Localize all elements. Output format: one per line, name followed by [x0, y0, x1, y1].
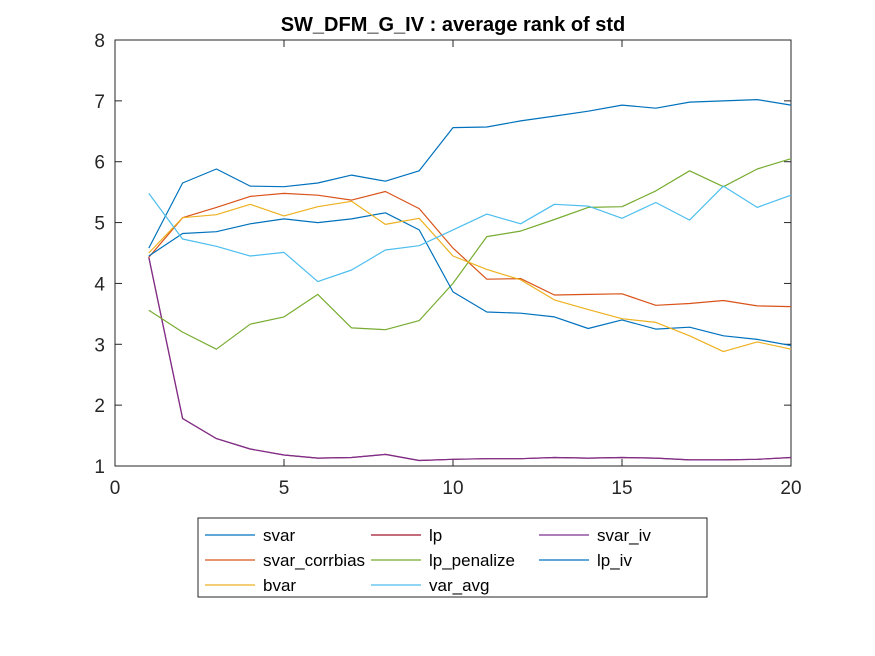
y-tick-label: 5: [94, 214, 105, 235]
chart-title: SW_DFM_G_IV : average rank of std: [281, 14, 626, 36]
series-line-svar-iv: [148, 257, 792, 462]
series-line-var-avg: [148, 185, 792, 283]
series-line-svar: [148, 98, 792, 249]
legend-label: svar: [263, 526, 295, 545]
legend-label: svar_iv: [597, 526, 651, 545]
y-tick-label: 8: [94, 31, 105, 52]
y-tick-label: 4: [94, 274, 105, 295]
y-tick-label: 7: [94, 92, 105, 113]
legend-label: svar_corrbias: [263, 551, 365, 570]
x-tick-label: 0: [110, 478, 121, 499]
axis-ticks: 0 5 10 15 20 1 2 3 4 5 6 7 8: [94, 31, 801, 499]
y-tick-label: 6: [94, 153, 105, 174]
x-tick-label: 20: [780, 478, 801, 499]
y-tick-label: 1: [94, 457, 105, 478]
legend-label: bvar: [263, 576, 296, 595]
legend-label: lp_penalize: [429, 551, 515, 570]
x-tick-label: 5: [279, 478, 290, 499]
series-lines: [148, 98, 792, 462]
legend-label: var_avg: [429, 576, 489, 595]
legend-box: [197, 517, 708, 598]
series-line-svar-corrbias: [148, 190, 792, 308]
series-line-bvar: [148, 200, 792, 353]
plot-area: 0 5 10 15 20 1 2 3 4 5 6 7 8: [94, 31, 801, 499]
y-tick-label: 3: [94, 335, 105, 356]
legend-label: lp: [429, 526, 442, 545]
x-tick-label: 15: [611, 478, 632, 499]
y-tick-label: 2: [94, 396, 105, 417]
axes-box: [114, 39, 792, 467]
series-line-lp-penalize: [148, 158, 792, 350]
legend: svar lp svar_iv svar_corrbias lp_penalize lp_…: [197, 517, 708, 598]
x-tick-label: 10: [442, 478, 463, 499]
series-line-lp-iv: [148, 212, 792, 347]
legend-label: lp_iv: [597, 551, 632, 570]
